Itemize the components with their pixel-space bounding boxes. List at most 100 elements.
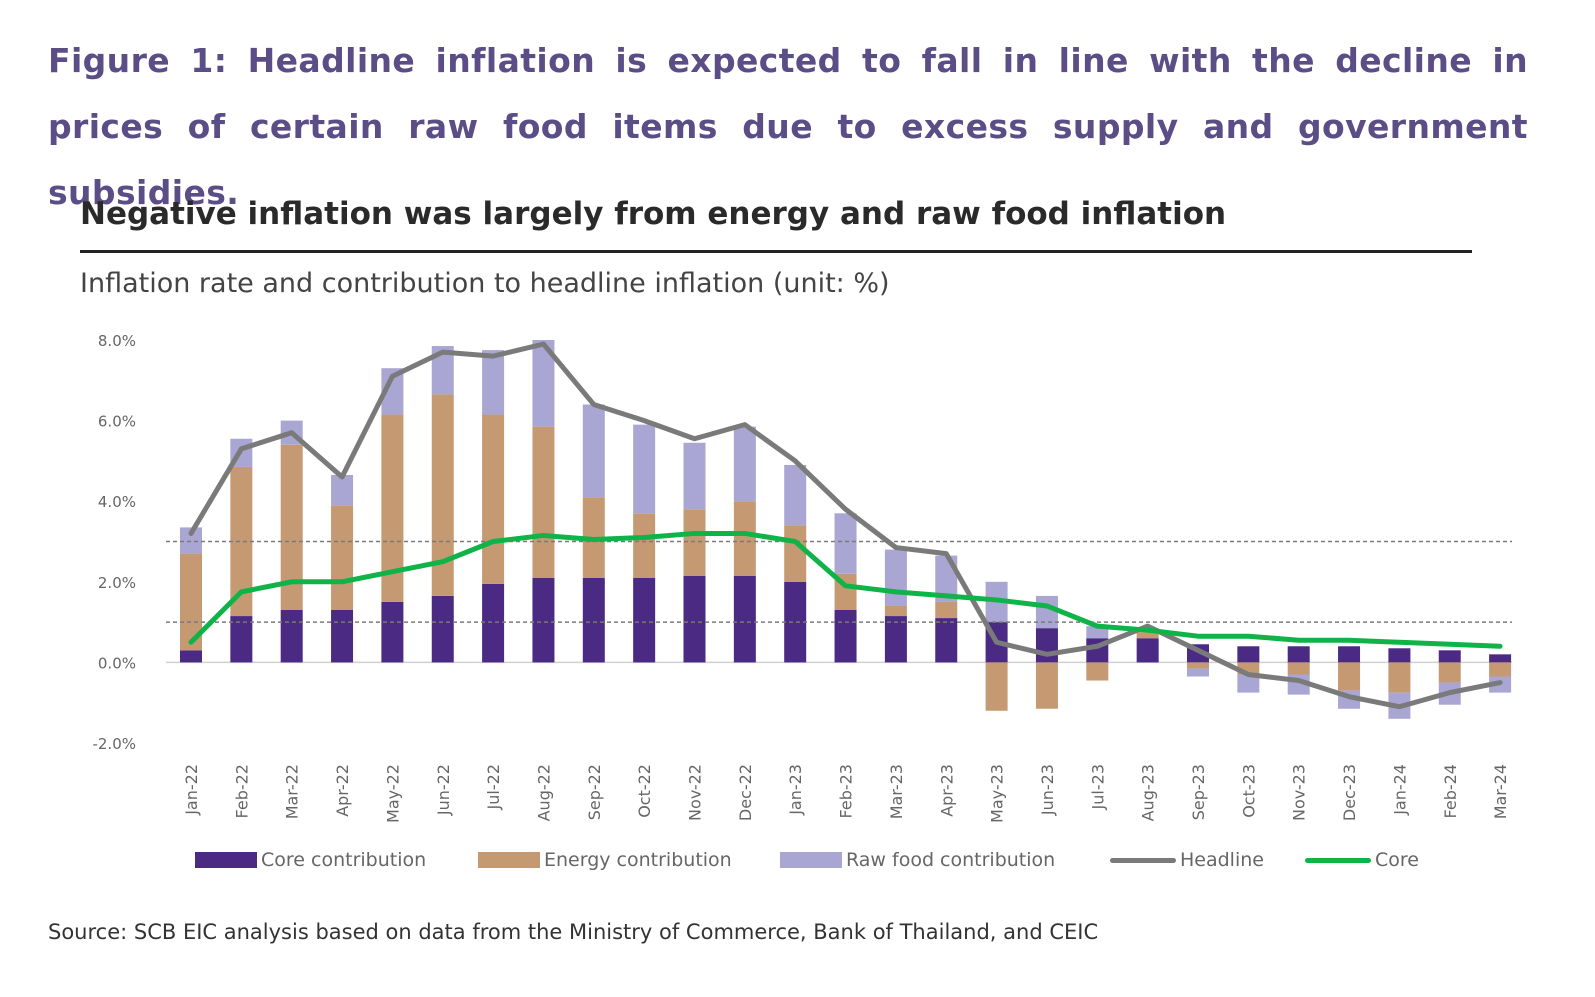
bar-raw-food-contribution — [331, 475, 354, 506]
bar-energy-contribution — [683, 509, 706, 576]
y-tick-label: 6.0% — [98, 413, 136, 431]
legend-label-energy-contribution: Energy contribution — [544, 849, 732, 871]
bar-core-contribution — [1287, 646, 1310, 663]
bar-core-contribution — [1136, 638, 1159, 663]
chart-title: Negative inflation was largely from ener… — [80, 196, 1227, 232]
legend-label-core-contribution: Core contribution — [261, 849, 427, 871]
title-rule — [80, 250, 1472, 253]
x-tick-label: Apr-22 — [333, 764, 352, 817]
bar-energy-contribution — [381, 414, 404, 602]
bar-core-contribution — [331, 610, 354, 663]
bar-energy-contribution — [1287, 662, 1310, 675]
bar-energy-contribution — [431, 394, 454, 596]
bar-energy-contribution — [331, 505, 354, 611]
x-tick-label: Mar-22 — [283, 764, 302, 819]
bar-core-contribution — [884, 616, 907, 663]
bar-core-contribution — [180, 650, 202, 663]
legend-label-raw-food-contribution: Raw food contribution — [846, 849, 1056, 871]
bar-core-contribution — [784, 581, 807, 663]
x-tick-label: Dec-23 — [1340, 764, 1359, 821]
bar-raw-food-contribution — [582, 404, 605, 498]
bar-raw-food-contribution — [1237, 674, 1260, 693]
x-tick-label: Jul-23 — [1088, 764, 1107, 810]
bar-raw-food-contribution — [683, 442, 706, 510]
bar-core-contribution — [683, 575, 706, 663]
x-tick-label: Feb-23 — [837, 764, 856, 818]
y-tick-label: 4.0% — [98, 493, 136, 511]
bar-core-contribution — [1035, 628, 1058, 663]
legend-swatch-energy-contribution — [478, 852, 540, 868]
bar-core-contribution — [431, 595, 454, 663]
bar-raw-food-contribution — [532, 340, 555, 427]
x-tick-label: Jan-22 — [182, 764, 201, 816]
bar-energy-contribution — [1035, 662, 1058, 709]
bar-core-contribution — [1338, 646, 1361, 663]
bar-raw-food-contribution — [381, 368, 404, 415]
bar-energy-contribution — [1338, 662, 1361, 691]
bar-core-contribution — [532, 577, 555, 663]
x-tick-label: Jan-24 — [1390, 764, 1409, 816]
legend-line-core — [1305, 857, 1371, 863]
bar-raw-food-contribution — [482, 350, 505, 415]
bar-raw-food-contribution — [431, 346, 454, 395]
bar-energy-contribution — [532, 426, 555, 578]
x-tick-label: Nov-23 — [1290, 764, 1309, 821]
bar-core-contribution — [633, 577, 656, 663]
legend-core-contribution: Core contribution — [195, 845, 426, 875]
legend-headline: Headline — [1110, 845, 1264, 875]
x-tick-label: Mar-23 — [887, 764, 906, 819]
bar-energy-contribution — [180, 553, 202, 651]
bar-energy-contribution — [633, 513, 656, 578]
bar-energy-contribution — [884, 605, 907, 617]
bar-raw-food-contribution — [1035, 595, 1058, 629]
bar-raw-food-contribution — [1086, 626, 1109, 639]
figure-title: Figure 1: Headline inflation is expected… — [48, 41, 1528, 212]
x-tick-label: Jun-22 — [434, 764, 453, 816]
bar-raw-food-contribution — [180, 527, 202, 554]
x-tick-label: Sep-23 — [1189, 764, 1208, 820]
legend-line-headline — [1110, 857, 1176, 863]
bar-energy-contribution — [1438, 662, 1461, 683]
bar-core-contribution — [482, 583, 505, 663]
legend-energy-contribution: Energy contribution — [478, 845, 732, 875]
bar-energy-contribution — [935, 601, 958, 619]
bar-core-contribution — [834, 610, 857, 663]
source-note: Source: SCB EIC analysis based on data f… — [48, 920, 1099, 944]
y-tick-label: 2.0% — [98, 574, 136, 592]
bar-core-contribution — [230, 616, 253, 663]
x-tick-label: Jul-22 — [484, 764, 503, 810]
bar-energy-contribution — [733, 501, 756, 576]
bar-raw-food-contribution — [633, 424, 656, 514]
legend-raw-food-contribution: Raw food contribution — [780, 845, 1055, 875]
line-headline — [188, 341, 1503, 710]
bar-energy-contribution — [1136, 632, 1159, 639]
bar-core-contribution — [1438, 650, 1461, 663]
y-tick-label: 8.0% — [98, 332, 136, 350]
chart-legend: Core contribution Energy contribution Ra… — [0, 845, 1595, 875]
chart-subtitle: Inflation rate and contribution to headl… — [80, 268, 890, 299]
x-tick-label: Oct-23 — [1239, 764, 1258, 818]
bar-energy-contribution — [1388, 662, 1411, 693]
bar-energy-contribution — [1086, 662, 1109, 681]
x-tick-label: Feb-24 — [1441, 764, 1460, 818]
x-tick-label: Sep-22 — [585, 764, 604, 820]
bar-energy-contribution — [482, 414, 505, 584]
x-tick-label: Aug-23 — [1139, 764, 1158, 821]
x-tick-label: Dec-22 — [736, 764, 755, 821]
bar-energy-contribution — [985, 662, 1008, 711]
x-tick-label: Oct-22 — [635, 764, 654, 818]
bar-raw-food-contribution — [784, 464, 807, 526]
bar-raw-food-contribution — [1187, 668, 1209, 677]
bar-raw-food-contribution — [834, 513, 857, 574]
x-tick-label: May-23 — [988, 764, 1007, 823]
bar-raw-food-contribution — [733, 426, 756, 502]
legend-swatch-core-contribution — [195, 852, 257, 868]
bar-energy-contribution — [230, 466, 253, 617]
bar-core-contribution — [1489, 654, 1512, 663]
legend-core: Core — [1305, 845, 1419, 875]
x-tick-label: Jan-23 — [786, 764, 805, 816]
bar-core-contribution — [1237, 646, 1260, 663]
x-tick-label: Mar-24 — [1491, 764, 1510, 819]
legend-swatch-raw-food-contribution — [780, 852, 842, 868]
